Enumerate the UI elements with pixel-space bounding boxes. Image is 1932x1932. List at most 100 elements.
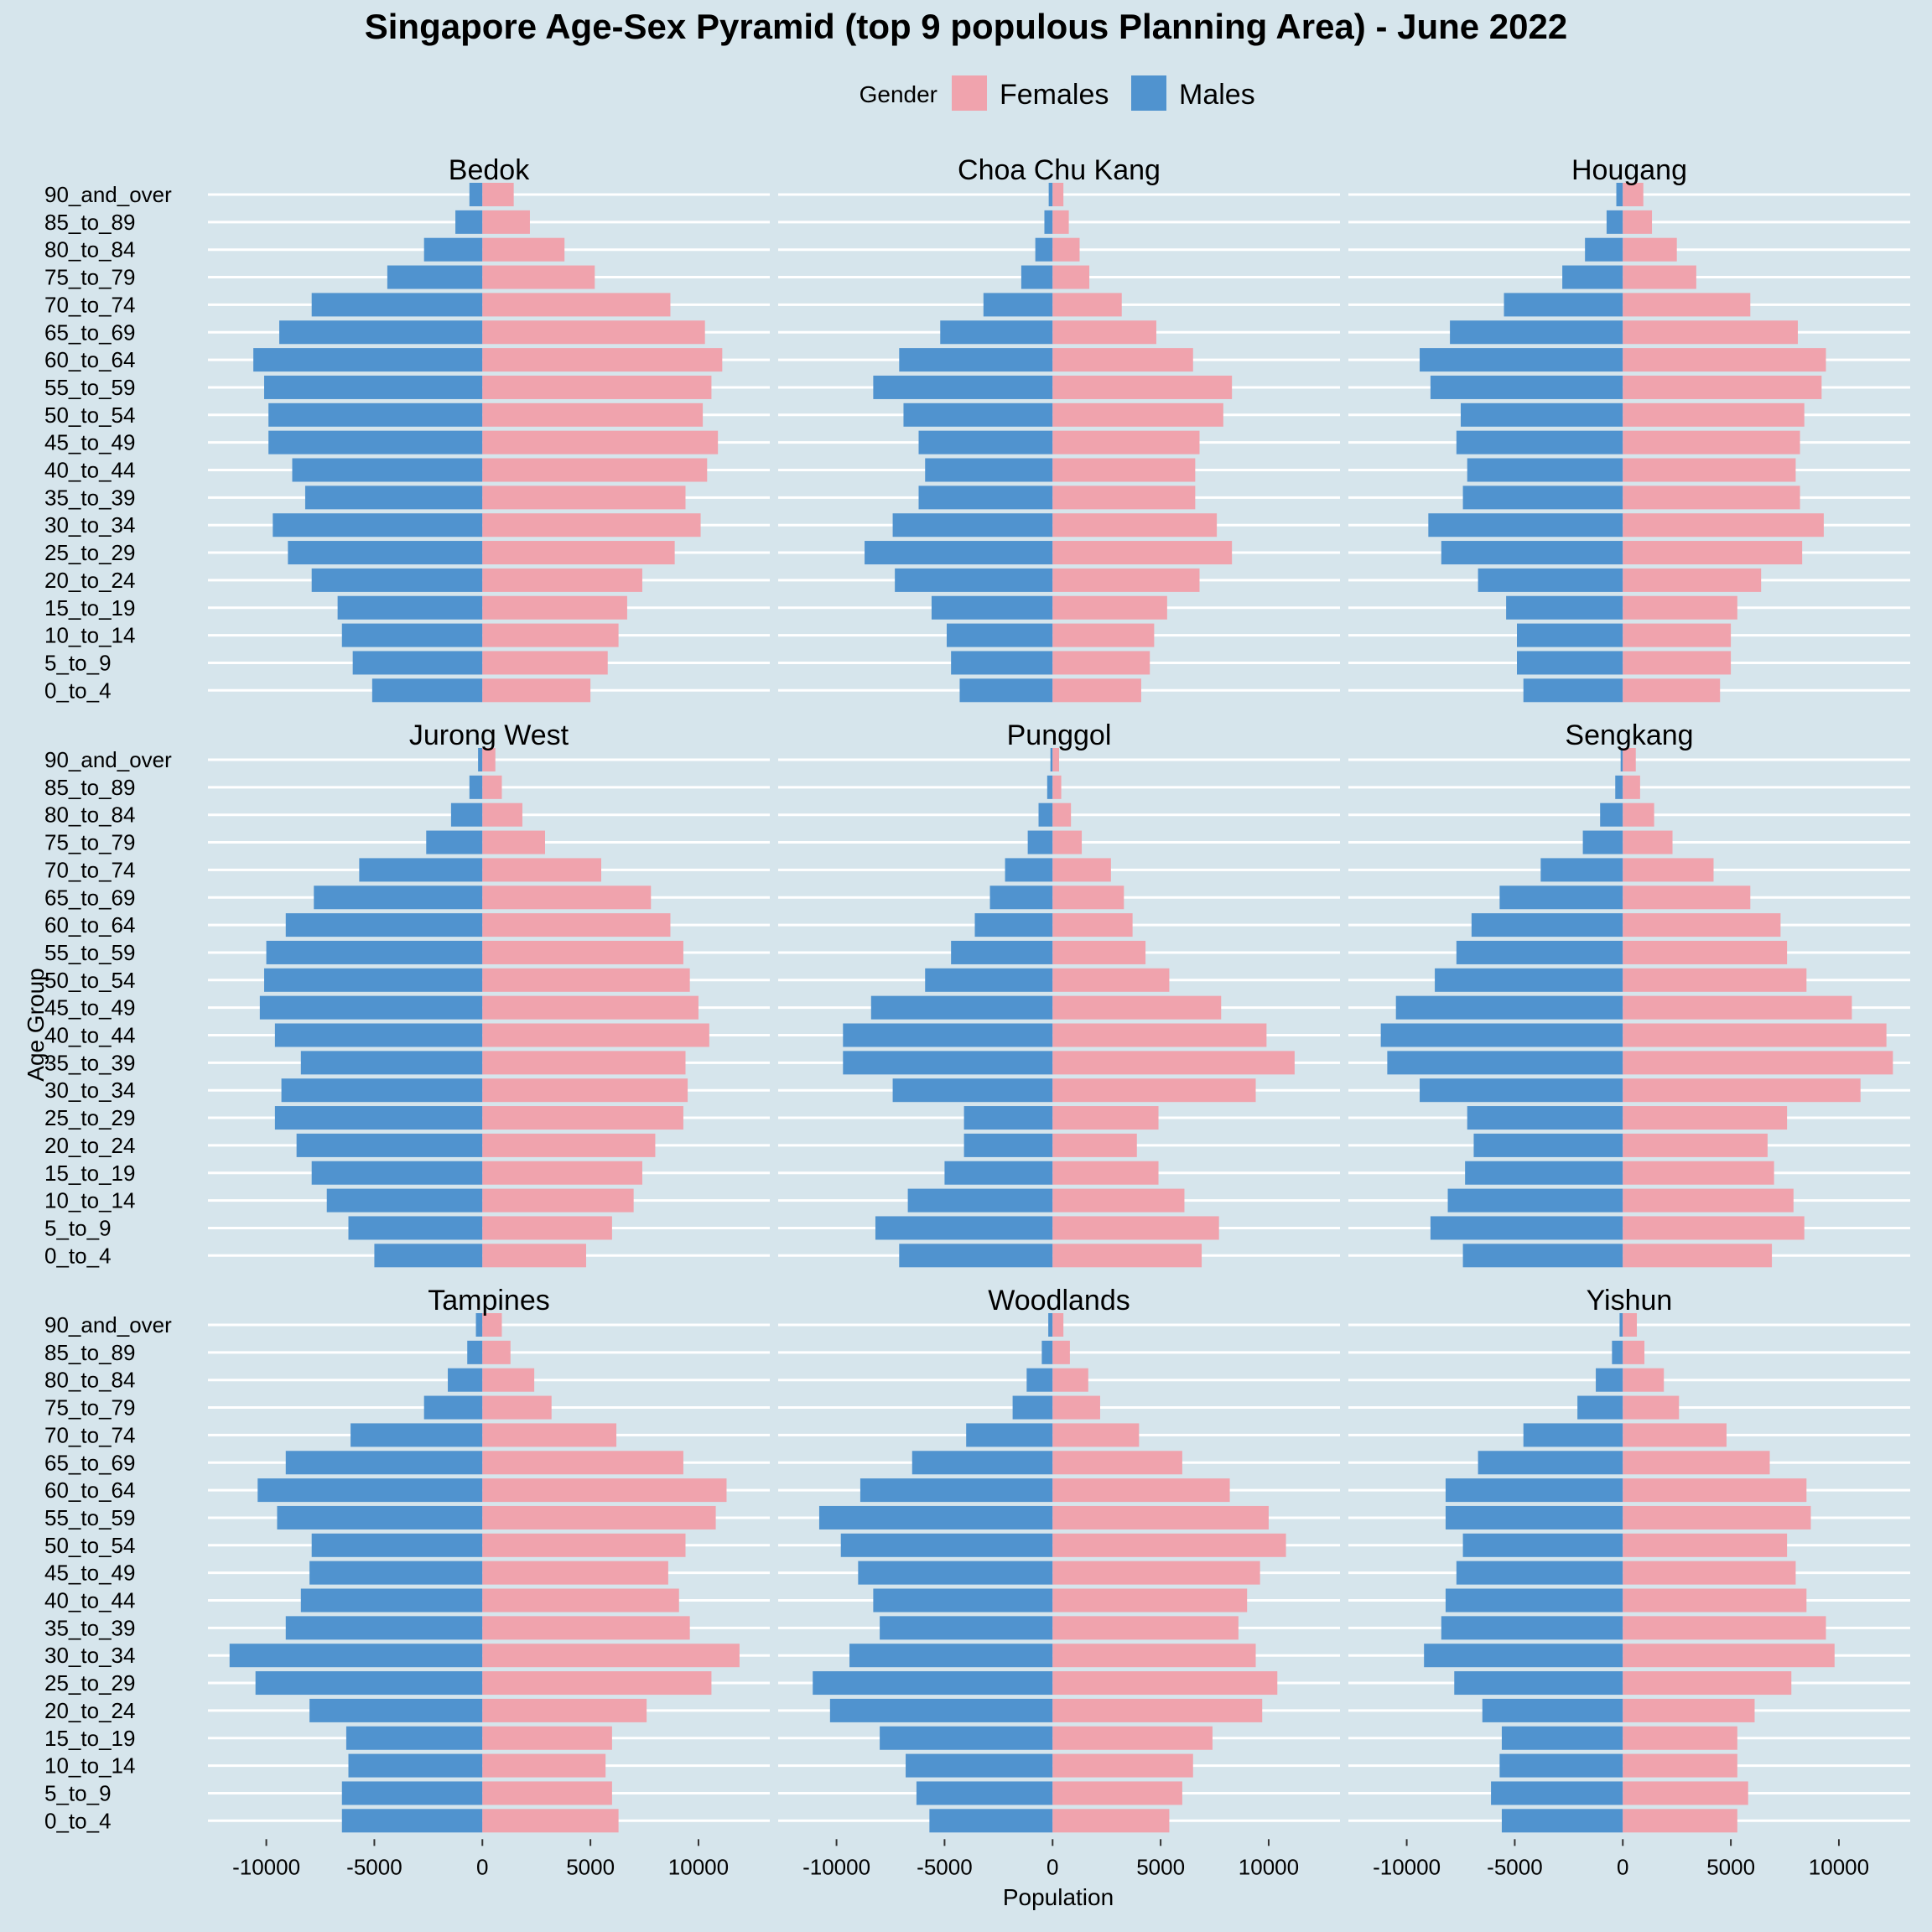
- bar-male: [311, 293, 483, 317]
- bar-male: [1387, 1051, 1623, 1075]
- bar-female: [1623, 1781, 1748, 1805]
- bar-male: [1473, 1133, 1623, 1157]
- y-tick-label: 25_to_29: [44, 540, 135, 565]
- bar-female: [1623, 623, 1732, 647]
- bar-male: [352, 651, 483, 675]
- bar-male: [899, 1244, 1053, 1268]
- bar-female: [482, 1478, 727, 1503]
- y-tick-label: 10_to_14: [44, 1188, 135, 1213]
- bar-male: [341, 623, 483, 647]
- y-tick-label: 25_to_29: [44, 1105, 135, 1130]
- bar-female: [1052, 1161, 1159, 1185]
- bar-male: [1048, 1313, 1053, 1337]
- bar-female: [1052, 486, 1196, 510]
- bar-female: [482, 1395, 552, 1420]
- bar-female: [482, 183, 514, 206]
- y-axis-title: Age Group: [23, 968, 49, 1081]
- bar-female: [1623, 1588, 1807, 1613]
- bar-female: [1623, 1161, 1774, 1185]
- bar-male: [229, 1644, 483, 1668]
- bar-male: [423, 237, 483, 262]
- y-tick-label: 70_to_74: [44, 1422, 135, 1447]
- bar-male: [1523, 1423, 1623, 1447]
- bar-male: [337, 595, 483, 620]
- bar-male: [1441, 1616, 1623, 1640]
- bar-female: [1623, 886, 1751, 910]
- bar-male: [1041, 1340, 1053, 1364]
- y-tick-label: 10_to_14: [44, 623, 135, 648]
- y-tick-label: 5_to_9: [44, 650, 112, 675]
- bar-female: [1052, 595, 1167, 620]
- bar-female: [482, 513, 701, 538]
- bar-female: [1052, 1505, 1269, 1530]
- bar-male: [1005, 858, 1053, 882]
- bar-male: [1026, 1368, 1053, 1392]
- bar-male: [925, 458, 1053, 482]
- y-tick-label: 70_to_74: [44, 292, 135, 317]
- bar-female: [1623, 1340, 1645, 1364]
- bar-male: [341, 1781, 483, 1805]
- y-tick-label: 55_to_59: [44, 375, 135, 400]
- bar-male: [311, 568, 483, 592]
- bar-male: [1456, 940, 1623, 964]
- bar-female: [1623, 830, 1673, 854]
- bar-female: [1623, 458, 1796, 482]
- bar-female: [1052, 183, 1064, 206]
- bar-male: [1021, 265, 1053, 289]
- bar-male: [1619, 1313, 1623, 1337]
- bar-female: [482, 375, 712, 399]
- bar-female: [1052, 1395, 1100, 1420]
- bar-female: [1052, 830, 1083, 854]
- bar-male: [1499, 1753, 1623, 1778]
- x-tick-label: -10000: [232, 1854, 300, 1879]
- bar-male: [467, 1340, 483, 1364]
- bar-male: [326, 1188, 483, 1213]
- y-tick-label: 20_to_24: [44, 568, 135, 593]
- bar-male: [849, 1644, 1053, 1668]
- bar-female: [1052, 886, 1124, 910]
- bar-male: [448, 1368, 483, 1392]
- bar-male: [1577, 1395, 1623, 1420]
- bar-female: [1623, 513, 1824, 538]
- bar-male: [1596, 1368, 1623, 1392]
- bar-female: [1052, 1216, 1219, 1240]
- y-tick-label: 55_to_59: [44, 1505, 135, 1530]
- bar-female: [1052, 1753, 1193, 1778]
- bar-male: [475, 1313, 483, 1337]
- panel-title: Woodlands: [988, 1285, 1130, 1317]
- bar-male: [880, 1616, 1053, 1640]
- bar-female: [482, 265, 595, 289]
- panel-yishun: Yishun -10000 -5000 0 5000 10000: [1348, 1285, 1910, 1879]
- x-tick-label: -5000: [1487, 1854, 1543, 1879]
- bar-male: [1465, 1161, 1623, 1185]
- bar-female: [482, 293, 671, 317]
- bar-female: [1052, 430, 1200, 454]
- bar-female: [1052, 968, 1170, 992]
- bar-female: [482, 541, 675, 565]
- bar-male: [266, 940, 483, 964]
- bar-male: [1462, 486, 1623, 510]
- bar-female: [482, 1423, 617, 1447]
- bar-female: [1623, 1478, 1807, 1503]
- bar-female: [1623, 1023, 1887, 1047]
- bar-female: [482, 1644, 740, 1668]
- y-tick-label: 80_to_84: [44, 802, 135, 828]
- bar-male: [1517, 623, 1623, 647]
- bar-male: [1424, 1644, 1623, 1668]
- bar-female: [482, 995, 699, 1020]
- bar-male: [875, 1216, 1053, 1240]
- panel-title: Tampines: [428, 1285, 550, 1317]
- bar-female: [1623, 237, 1677, 262]
- bar-female: [482, 1161, 642, 1185]
- bar-male: [903, 402, 1053, 427]
- y-tick-label: 5_to_9: [44, 1780, 112, 1805]
- bar-male: [1430, 375, 1623, 399]
- bar-female: [1623, 1368, 1665, 1392]
- bar-male: [348, 1753, 483, 1778]
- bar-male: [929, 1809, 1053, 1833]
- bar-male: [423, 1395, 483, 1420]
- bar-male: [1461, 402, 1623, 427]
- y-tick-label: 50_to_54: [44, 968, 135, 993]
- bar-male: [1012, 1395, 1053, 1420]
- bar-male: [1445, 1478, 1623, 1503]
